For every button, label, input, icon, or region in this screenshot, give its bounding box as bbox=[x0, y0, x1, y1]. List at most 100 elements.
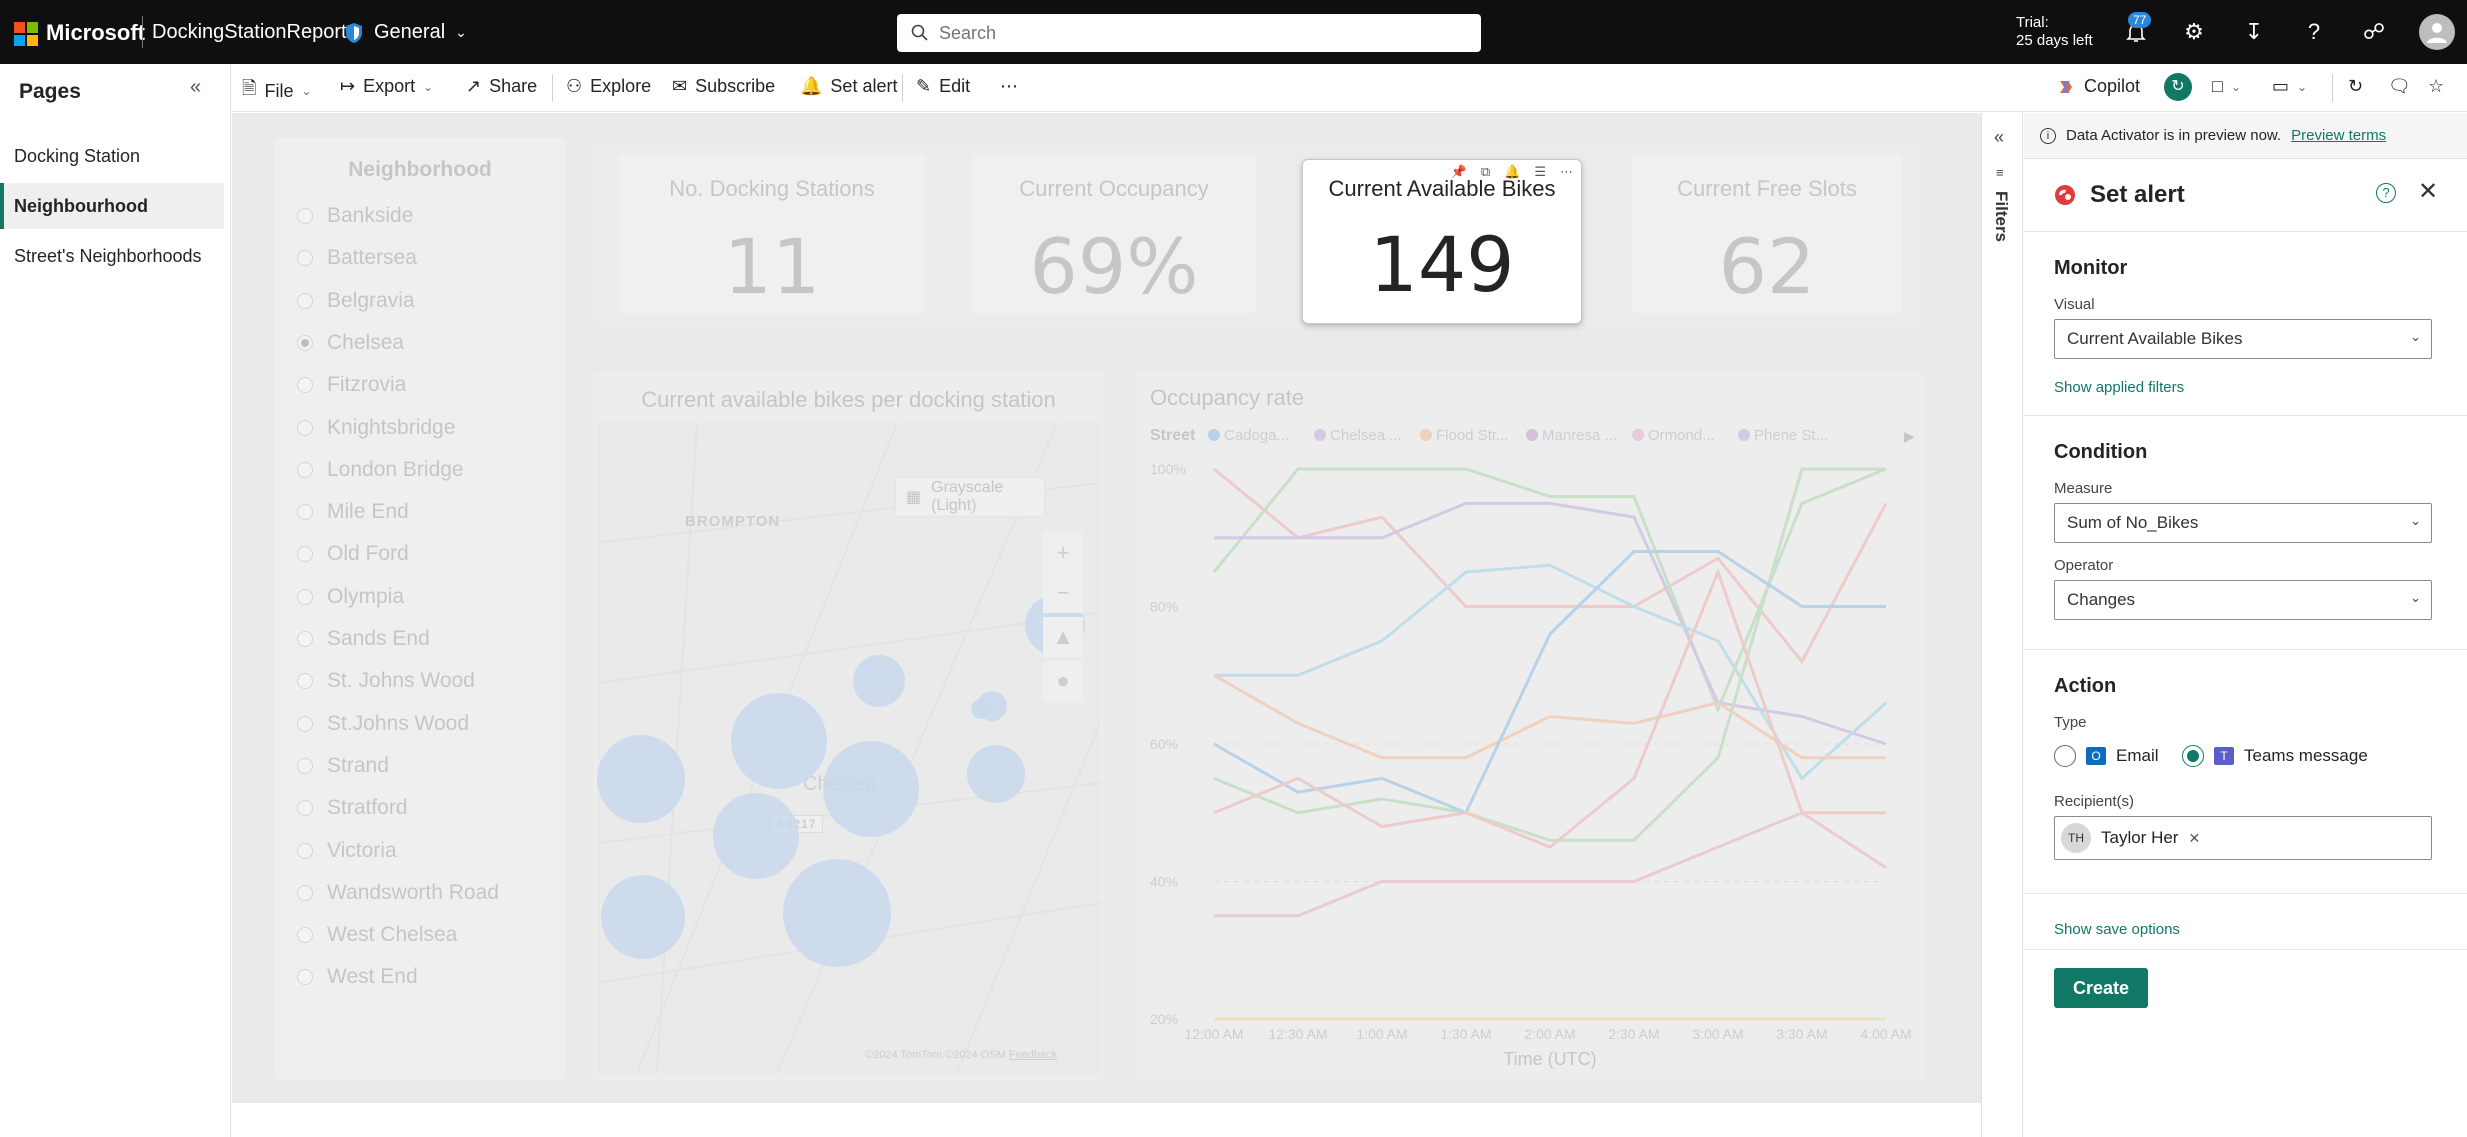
show-applied-filters-link[interactable]: Show applied filters bbox=[2054, 379, 2185, 396]
edit-button[interactable]: ✎ Edit bbox=[916, 76, 970, 97]
help-icon[interactable]: ? bbox=[2376, 183, 2396, 203]
map-feedback-link[interactable]: Feedback bbox=[1008, 1049, 1058, 1061]
map-bubble[interactable] bbox=[713, 793, 799, 879]
subscribe-button[interactable]: ✉ Subscribe bbox=[672, 76, 775, 97]
recipients-input[interactable]: TH Taylor Her ✕ bbox=[2054, 816, 2432, 860]
page-tab-streets-neighborhoods[interactable]: Street's Neighborhoods bbox=[14, 245, 202, 266]
teams-radio[interactable] bbox=[2182, 745, 2204, 767]
close-icon[interactable]: ✕ bbox=[2418, 178, 2439, 205]
slicer-radio[interactable] bbox=[297, 631, 313, 647]
slicer-option[interactable]: Olympia bbox=[297, 585, 404, 609]
copy-icon[interactable]: ⧉ bbox=[1480, 164, 1491, 179]
filter-icon[interactable]: ☰ bbox=[1534, 164, 1546, 179]
set-alert-button[interactable]: 🔔 Set alert bbox=[800, 76, 897, 97]
slicer-option[interactable]: Fitzrovia bbox=[297, 373, 406, 397]
map-bubble[interactable] bbox=[971, 699, 991, 719]
map-bubble[interactable] bbox=[783, 859, 891, 967]
teams-radio-option[interactable]: T Teams message bbox=[2182, 745, 2368, 767]
kpi-card-occupancy[interactable]: Current Occupancy 69% bbox=[972, 154, 1256, 314]
share-button[interactable]: ↗ Share bbox=[466, 76, 537, 97]
compass-icon[interactable]: ● bbox=[1043, 661, 1083, 701]
refresh-status-icon[interactable]: ↻ bbox=[2164, 73, 2192, 101]
slicer-radio[interactable] bbox=[297, 377, 313, 394]
page-tab-docking-station[interactable]: Docking Station bbox=[14, 145, 141, 166]
comment-icon[interactable]: 🗨 bbox=[2388, 76, 2411, 96]
slicer-option[interactable]: Victoria bbox=[297, 839, 397, 863]
slicer-option[interactable]: Chelsea bbox=[297, 331, 404, 355]
slicer-option[interactable]: Strand bbox=[297, 754, 389, 778]
slicer-option[interactable]: Wandsworth Road bbox=[297, 881, 499, 905]
operator-dropdown[interactable]: Changes ⌄ bbox=[2054, 580, 2432, 620]
slicer-radio[interactable] bbox=[297, 800, 313, 817]
map-style-button[interactable]: ▦ Grayscale (Light) bbox=[895, 477, 1045, 517]
slicer-option[interactable]: Sands End bbox=[297, 627, 430, 651]
map-bubble[interactable] bbox=[601, 875, 685, 959]
favorite-star-icon[interactable]: ☆ bbox=[2428, 76, 2445, 96]
kpi-card-available-bikes[interactable]: 📌 ⧉ 🔔 ☰ ⋯ Current Available Bikes 149 bbox=[1302, 159, 1582, 324]
show-save-options-link[interactable]: Show save options bbox=[2054, 921, 2180, 938]
preview-terms-link[interactable]: Preview terms bbox=[2291, 127, 2387, 144]
slicer-radio[interactable] bbox=[297, 504, 313, 521]
occupancy-line-chart[interactable]: Occupancy rate Street Cadoga... Chelsea ..… bbox=[1136, 371, 1926, 1080]
slicer-radio[interactable] bbox=[297, 546, 313, 563]
map-bubble[interactable] bbox=[967, 745, 1025, 803]
expand-filters-icon[interactable]: « bbox=[1994, 127, 2005, 147]
slicer-option[interactable]: West End bbox=[297, 965, 418, 989]
slicer-option[interactable]: Belgravia bbox=[297, 289, 415, 313]
map-bubble[interactable] bbox=[853, 655, 905, 707]
slicer-radio[interactable] bbox=[297, 884, 313, 901]
visual-dropdown[interactable]: Current Available Bikes ⌄ bbox=[2054, 319, 2432, 359]
collapse-pages-icon[interactable]: « bbox=[190, 76, 202, 98]
slicer-option[interactable]: Stratford bbox=[297, 796, 408, 820]
map-bubble[interactable] bbox=[1025, 595, 1085, 655]
slicer-option[interactable]: Old Ford bbox=[297, 542, 409, 566]
help-icon[interactable]: ? bbox=[2307, 19, 2321, 44]
slicer-option[interactable]: Bankside bbox=[297, 204, 413, 228]
zoom-out-button[interactable]: − bbox=[1043, 573, 1083, 613]
user-avatar[interactable] bbox=[2419, 14, 2455, 50]
slicer-radio[interactable] bbox=[297, 208, 313, 224]
download-icon[interactable]: ↧ bbox=[2244, 19, 2264, 44]
explore-button[interactable]: ⚇ Explore bbox=[566, 76, 651, 97]
slicer-option[interactable]: St.Johns Wood bbox=[297, 712, 469, 736]
map-bubble[interactable] bbox=[823, 741, 919, 837]
email-radio[interactable] bbox=[2054, 745, 2076, 767]
map-bubble[interactable] bbox=[731, 693, 827, 789]
email-radio-option[interactable]: O Email bbox=[2054, 745, 2159, 767]
file-menu[interactable]: 🗎 File ⌄ bbox=[242, 76, 312, 106]
slicer-option[interactable]: Mile End bbox=[297, 500, 409, 524]
slicer-option[interactable]: St. Johns Wood bbox=[297, 669, 475, 693]
slicer-option[interactable]: London Bridge bbox=[297, 458, 464, 482]
slicer-radio[interactable] bbox=[297, 969, 313, 986]
slicer-option[interactable]: Knightsbridge bbox=[297, 416, 455, 440]
gear-icon[interactable]: ⚙ bbox=[2184, 19, 2204, 44]
slicer-radio[interactable] bbox=[297, 292, 313, 309]
neighborhood-slicer[interactable]: Neighborhood Bankside Battersea Belgravia C… bbox=[275, 138, 565, 1080]
slicer-option[interactable]: West Chelsea bbox=[297, 923, 457, 947]
view-icon[interactable]: ▭ ⌄ bbox=[2272, 76, 2308, 96]
tilt-button[interactable]: ▲ bbox=[1043, 617, 1083, 657]
workspace-selector[interactable]: General ⌄ bbox=[344, 21, 467, 44]
slicer-radio[interactable] bbox=[297, 334, 313, 351]
slicer-radio[interactable] bbox=[297, 757, 313, 774]
share-link-icon[interactable]: ☍ bbox=[2362, 19, 2386, 44]
more-options-icon[interactable]: ⋯ bbox=[1000, 76, 1018, 96]
slicer-radio[interactable] bbox=[297, 250, 313, 267]
slicer-radio[interactable] bbox=[297, 842, 313, 859]
zoom-in-button[interactable]: + bbox=[1043, 533, 1083, 573]
more-options-icon[interactable]: ⋯ bbox=[1560, 164, 1573, 179]
bikes-map-visual[interactable]: Current available bikes per docking stat… bbox=[593, 371, 1104, 1080]
slicer-radio[interactable] bbox=[297, 715, 313, 732]
map-bubble[interactable] bbox=[597, 735, 685, 823]
reload-icon[interactable]: ↻ bbox=[2348, 76, 2364, 96]
slicer-radio[interactable] bbox=[297, 419, 313, 436]
map-bubble[interactable] bbox=[977, 691, 1007, 721]
page-tab-neighbourhood[interactable]: Neighbourhood bbox=[0, 183, 224, 229]
create-button[interactable]: Create bbox=[2054, 968, 2148, 1008]
pin-icon[interactable]: 📌 bbox=[1450, 164, 1467, 179]
copilot-button[interactable]: Copilot bbox=[2056, 76, 2140, 97]
export-menu[interactable]: ↦ Export ⌄ bbox=[340, 76, 433, 97]
search-input[interactable] bbox=[939, 22, 1459, 44]
search-box[interactable] bbox=[897, 14, 1481, 52]
report-name[interactable]: DockingStationReport bbox=[152, 21, 347, 43]
